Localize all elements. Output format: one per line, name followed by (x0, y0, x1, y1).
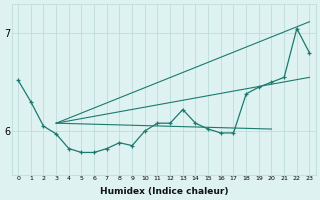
X-axis label: Humidex (Indice chaleur): Humidex (Indice chaleur) (100, 187, 228, 196)
